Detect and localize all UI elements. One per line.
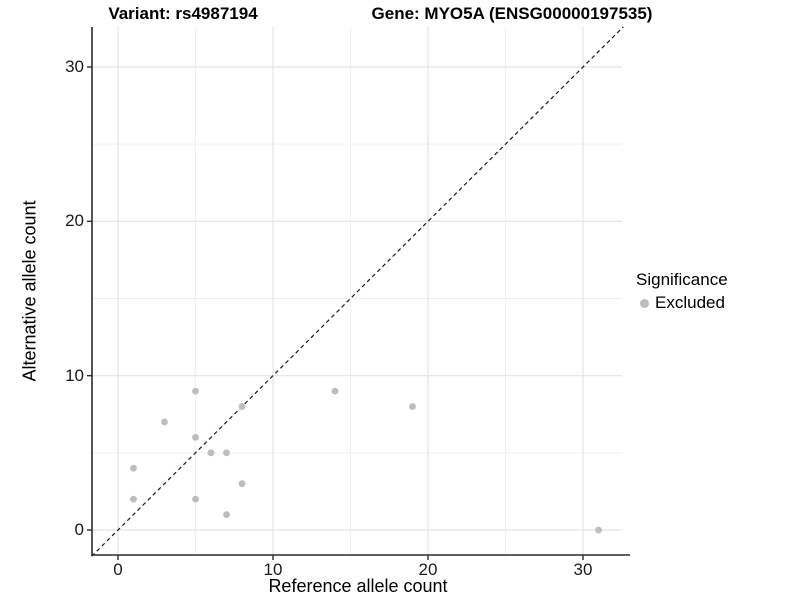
legend-item-excluded: Excluded <box>636 293 728 313</box>
legend-title: Significance <box>636 270 728 289</box>
x-tick-label: 0 <box>113 560 123 579</box>
x-tick-label: 20 <box>418 560 438 579</box>
x-tick-label: 10 <box>263 560 283 579</box>
y-axis-title: Alternative allele count <box>19 200 40 382</box>
identity-line <box>91 26 624 557</box>
data-point <box>409 403 416 410</box>
data-point <box>161 418 168 426</box>
x-tick-label: 30 <box>573 560 593 579</box>
data-point <box>207 449 215 457</box>
data-point <box>192 495 199 503</box>
y-tick-label: 10 <box>65 365 84 385</box>
data-point <box>130 464 137 472</box>
data-point <box>130 495 137 503</box>
legend-point-icon <box>640 298 649 308</box>
plot-title-gene: Gene: MYO5A (ENSG00000197535) <box>371 4 653 23</box>
y-tick-label: 0 <box>74 520 84 539</box>
data-point <box>238 480 246 488</box>
data-point <box>192 387 199 395</box>
data-point <box>223 449 230 457</box>
data-point <box>331 387 339 395</box>
data-point <box>192 434 199 441</box>
data-point <box>223 511 230 518</box>
plot-title-variant: Variant: rs4987194 <box>108 4 258 23</box>
x-axis-title: Reference allele count <box>268 576 448 596</box>
legend-item-label: Excluded <box>655 293 725 312</box>
data-point <box>595 526 602 534</box>
y-tick-label: 30 <box>65 57 84 76</box>
y-tick-label: 20 <box>65 211 84 231</box>
data-point <box>238 403 246 410</box>
legend: Significance Excluded <box>636 270 728 313</box>
